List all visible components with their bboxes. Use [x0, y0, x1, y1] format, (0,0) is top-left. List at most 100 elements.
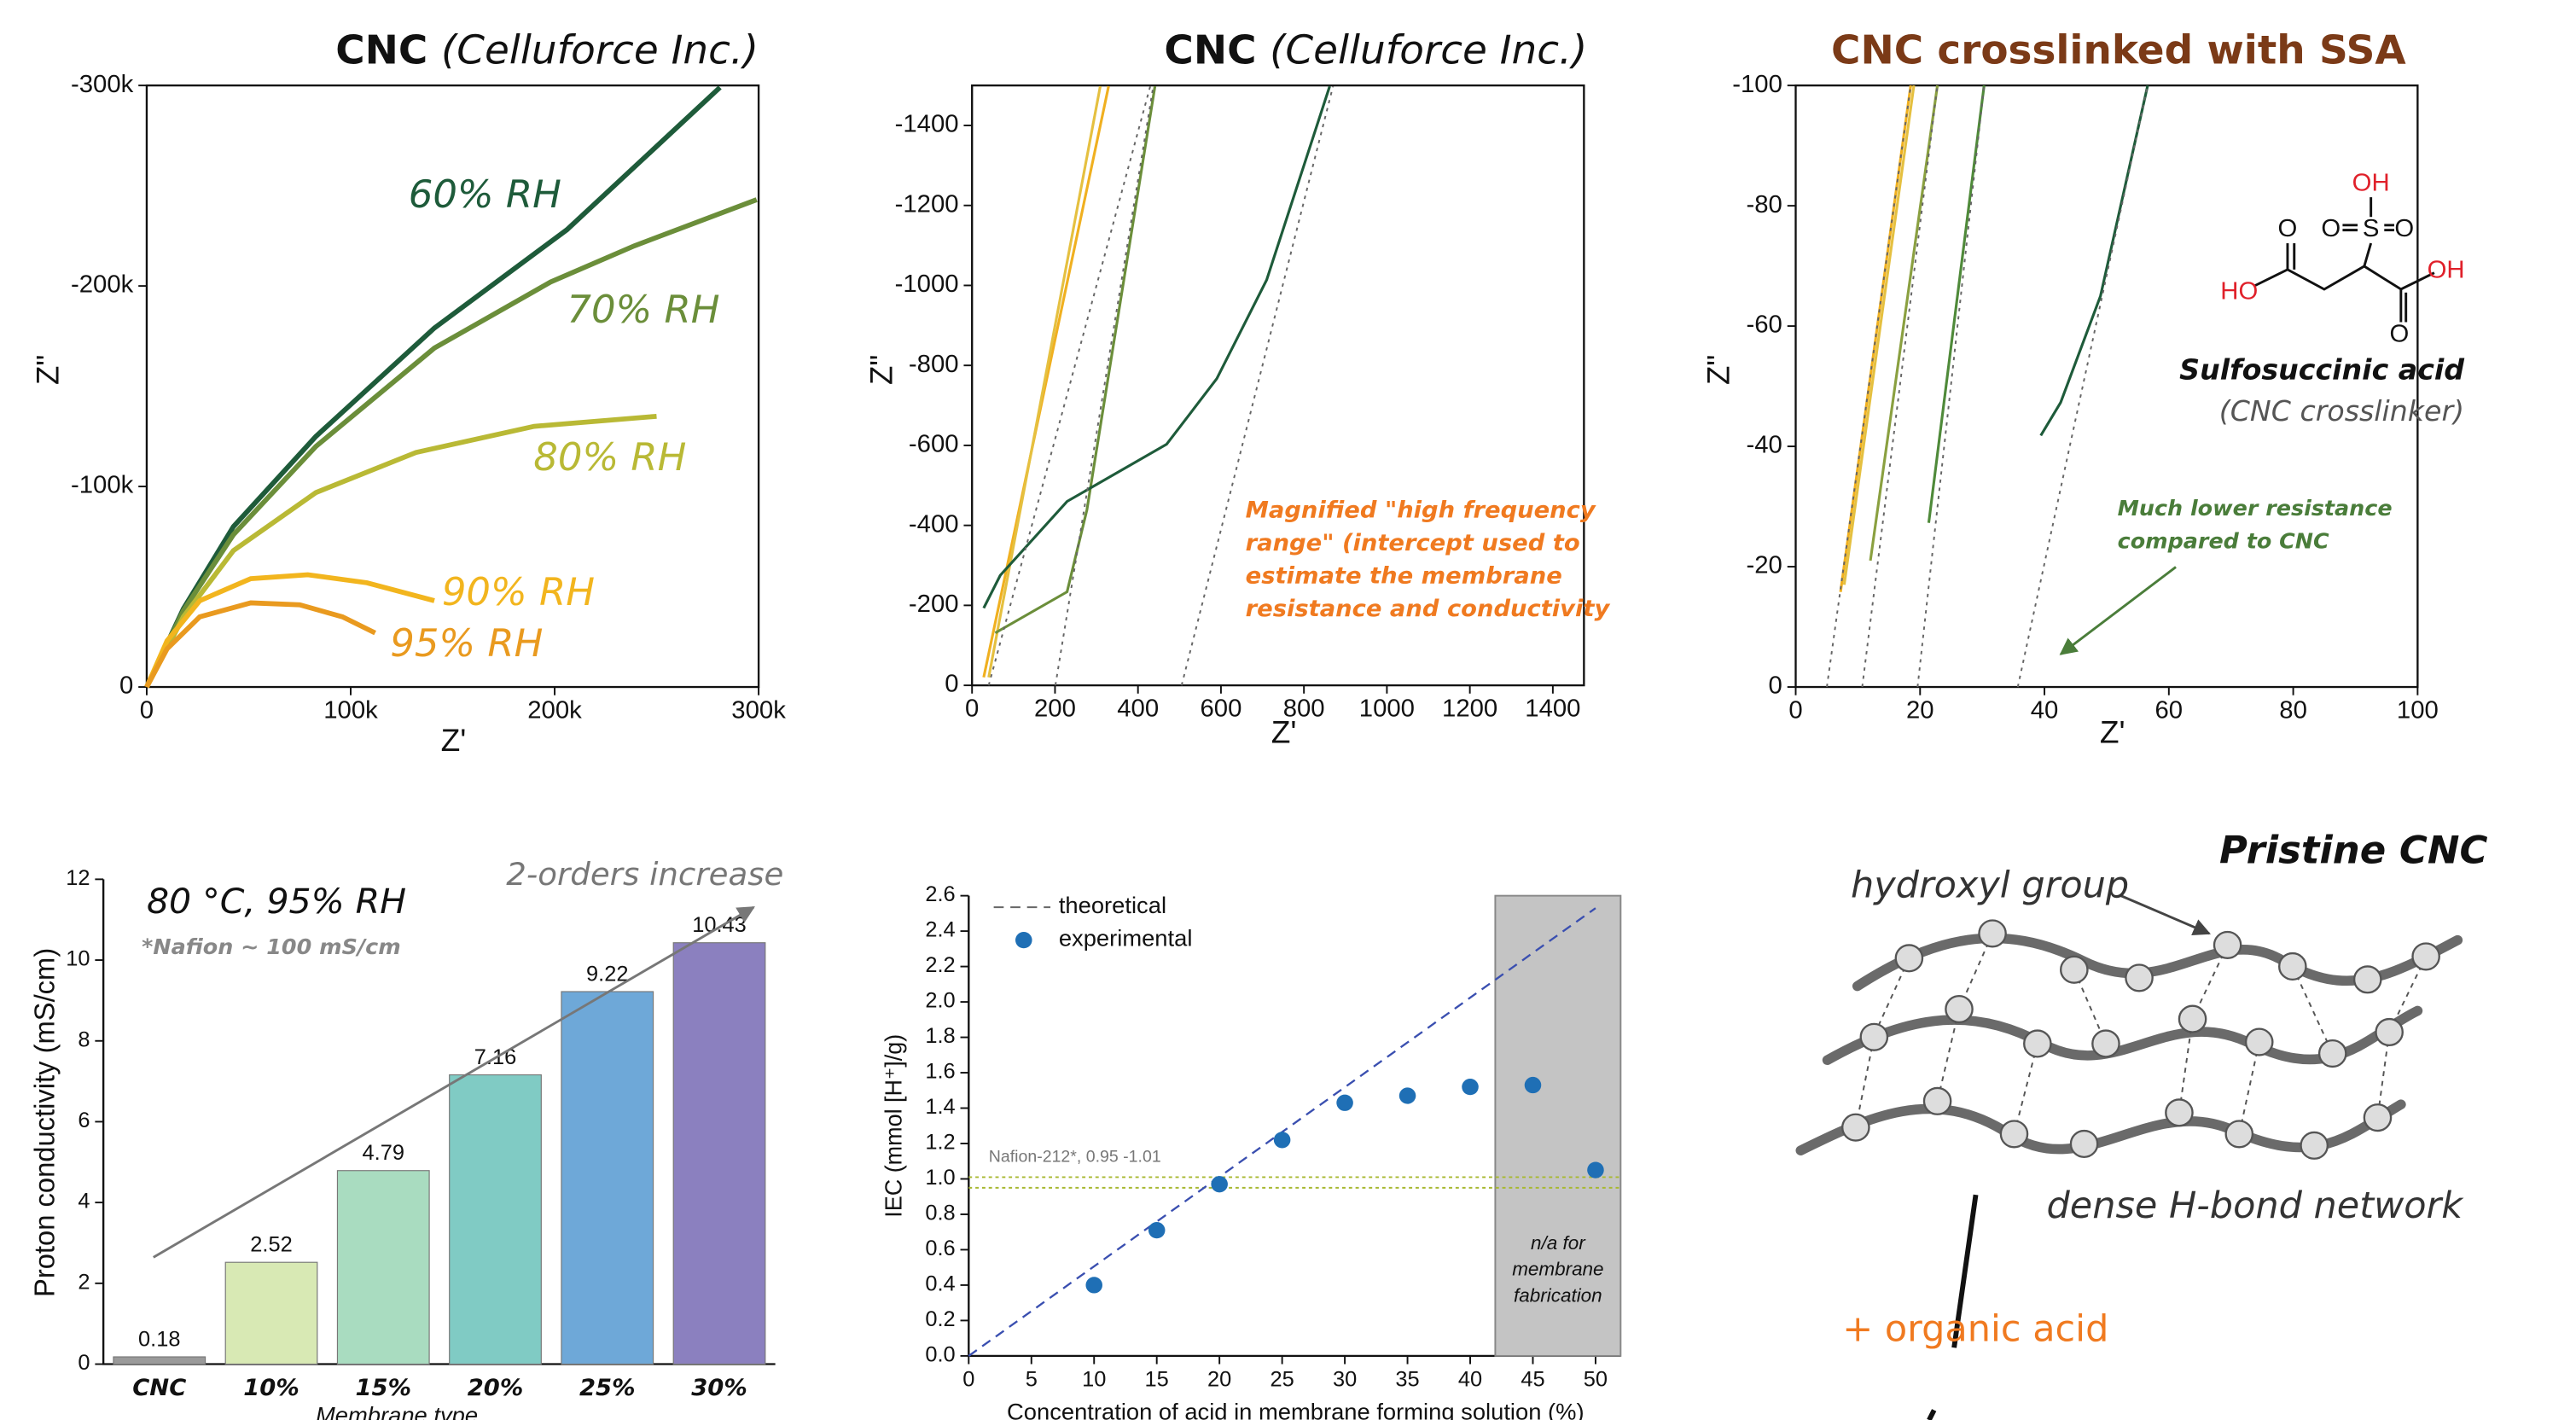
y-tick-label: 2.6	[925, 882, 955, 906]
x-tick-label: 35	[1395, 1368, 1419, 1392]
atom-label: O	[2278, 215, 2298, 242]
x-tick-label: 1200	[1442, 695, 1497, 723]
na-region	[1494, 894, 1622, 1357]
y-tick-label: -20	[1747, 552, 1782, 579]
x-tick-label: 40	[2031, 697, 2059, 725]
bar	[224, 1261, 318, 1365]
series-line	[987, 85, 1102, 678]
data-point	[1085, 1277, 1102, 1294]
na-label: n/a for	[1531, 1232, 1586, 1254]
series-label: 95% RH	[390, 621, 543, 666]
x-tick-label: 5	[1026, 1368, 1038, 1392]
hydroxyl-groups	[1841, 919, 2440, 1160]
atom-label: OH	[2352, 170, 2390, 197]
y-tick-label: 2.4	[925, 918, 955, 942]
y-tick-label: -200k	[71, 271, 134, 299]
series-label: 90% RH	[442, 570, 595, 614]
x-tick-label: 600	[1200, 695, 1241, 723]
reference-label: Nafion-212*, 0.95 -1.01	[989, 1148, 1161, 1167]
atom-label: HO	[2220, 278, 2258, 306]
x-tick-label: 25%	[579, 1375, 635, 1401]
y-tick-label: -60	[1747, 311, 1782, 339]
series-line	[144, 197, 758, 689]
series-label: 60% RH	[409, 172, 561, 217]
y-tick-label: 2	[78, 1271, 90, 1295]
x-tick-label: 400	[1117, 695, 1159, 723]
y-axis-label: Z"	[1701, 355, 1736, 385]
na-label: fabrication	[1514, 1285, 1602, 1307]
annotation: estimate the membrane	[1246, 563, 1562, 590]
x-tick-label: 15%	[356, 1375, 411, 1401]
y-tick-label: 0.6	[925, 1237, 955, 1260]
pointer-arrow	[2120, 894, 2211, 935]
y-tick-label: -300k	[71, 71, 134, 98]
x-tick-label: 100k	[323, 697, 378, 725]
y-tick-label: 1.8	[925, 1024, 955, 1048]
data-point	[1524, 1076, 1542, 1094]
y-tick-label: 10	[66, 947, 90, 971]
x-axis-label: Z'	[1271, 715, 1297, 750]
chart-title: CNC (Celluforce Inc.)	[1164, 26, 1587, 73]
y-tick-label: 6	[78, 1109, 90, 1132]
series-line	[1826, 85, 1912, 688]
title-sub: (Celluforce Inc.)	[441, 26, 759, 73]
molecule-bonds	[2253, 197, 2435, 323]
x-tick-label: 20	[1207, 1368, 1231, 1392]
data-point	[1211, 1176, 1228, 1193]
x-tick-label: 60	[2155, 697, 2183, 725]
x-tick-label: 0	[140, 697, 154, 725]
y-tick-label: -1200	[895, 191, 959, 218]
data-point	[1148, 1222, 1166, 1239]
y-tick-label: -40	[1747, 432, 1782, 459]
y-tick-label: 0	[945, 671, 958, 698]
y-tick-label: 8	[78, 1028, 90, 1052]
series-line	[994, 85, 1157, 635]
x-tick-label: 200k	[527, 697, 582, 725]
note: *Nafion ~ 100 mS/cm	[142, 934, 401, 959]
y-tick-label: -800	[909, 351, 959, 378]
annotation: Much lower resistance	[2118, 496, 2393, 521]
series-line	[144, 572, 435, 689]
x-axis-label: Z'	[2100, 715, 2125, 750]
y-tick-label: -400	[909, 510, 959, 538]
title-main: CNC	[335, 26, 427, 73]
series-line	[1842, 84, 1916, 585]
x-tick-label: 100	[2397, 697, 2439, 725]
y-tick-label: -100k	[71, 472, 134, 499]
x-tick-label: 0	[1788, 697, 1802, 725]
y-axis-label: Z"	[30, 355, 65, 385]
value-label: 9.22	[586, 963, 628, 986]
series-line	[982, 85, 1331, 609]
title-main: CNC crosslinked with SSA	[1831, 26, 2406, 73]
y-tick-label: -1400	[895, 111, 959, 138]
atom-label: O	[2321, 215, 2340, 242]
x-tick-label: 30%	[691, 1375, 747, 1401]
annotation: compared to CNC	[2118, 529, 2330, 554]
x-tick-label: 1000	[1359, 695, 1415, 723]
x-tick-label: 40	[1458, 1368, 1482, 1392]
bar	[336, 1170, 430, 1365]
y-tick-label: 0.8	[925, 1202, 955, 1225]
series-label: 70% RH	[567, 288, 719, 332]
legend-label: experimental	[1059, 925, 1193, 952]
atom-label: S	[2363, 215, 2380, 242]
data-point	[1336, 1094, 1353, 1111]
x-tick-label: 0	[962, 1368, 974, 1392]
x-tick-label: 20%	[468, 1375, 523, 1401]
y-tick-label: -200	[909, 591, 959, 618]
x-tick-label: 1400	[1525, 695, 1580, 723]
bar	[113, 1356, 206, 1365]
atom-label: O	[2389, 321, 2409, 348]
annotation: Magnified "high frequency	[1246, 498, 1596, 524]
y-tick-label: 0	[78, 1351, 90, 1375]
molecule-note: (CNC crosslinker)	[2219, 394, 2464, 428]
bar	[672, 942, 766, 1365]
series-line	[1861, 85, 1939, 688]
x-axis-label: Concentration of acid in membrane formin…	[1007, 1399, 1585, 1420]
x-tick-label: 300k	[731, 697, 786, 725]
condition: 80 °C, 95% RH	[147, 881, 406, 922]
y-tick-label: 12	[66, 866, 90, 890]
diagram-label: + organic acid	[1842, 1308, 2108, 1351]
series-line	[144, 600, 376, 689]
